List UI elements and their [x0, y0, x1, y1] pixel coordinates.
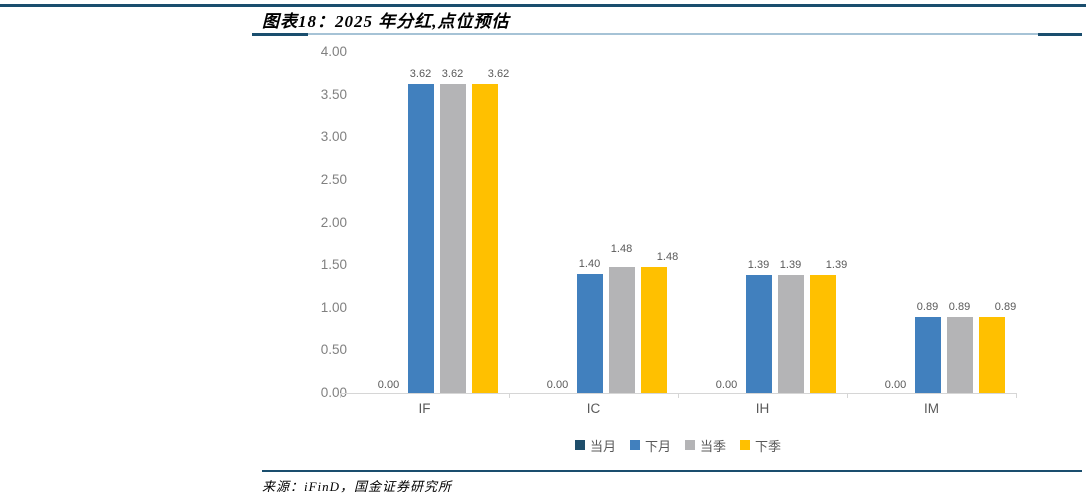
- legend-item-下月: 下月: [629, 436, 671, 455]
- bottom-divider: [262, 470, 1082, 472]
- bar-下月-IF: [407, 84, 434, 393]
- chart-title: 图表18：2025 年分红,点位预估: [262, 12, 510, 31]
- bar-当季-IF: [439, 84, 466, 393]
- legend-swatch-icon: [740, 440, 751, 450]
- x-axis-tick: [509, 393, 510, 398]
- y-axis-labels: 0.00 0.50 1.00 1.50 2.00 2.50 3.00 3.50 4.00: [295, 0, 347, 420]
- y-tick-label: 3.00: [320, 129, 347, 145]
- legend-label: 当月: [589, 438, 616, 454]
- bar-当季-IH: [777, 274, 804, 393]
- bar-下季-IF: [471, 84, 498, 393]
- bar-value-label: 1.48: [656, 250, 679, 263]
- bar-value-label: 0.00: [377, 379, 400, 391]
- plot-area: 0.00 3.62 3.62 3.62 IF 0.00 1.40 1.48 1.48 IC 0.00…: [340, 52, 1017, 416]
- y-tick-label: 1.50: [320, 257, 347, 273]
- y-tick-label: 0.50: [320, 342, 347, 358]
- y-tick-label: 1.00: [320, 299, 347, 315]
- chart-legend: 当月 下月 当季 下季: [340, 436, 1016, 454]
- x-category-label-IM: IM: [924, 401, 939, 416]
- bar-当季-IM: [946, 317, 973, 393]
- source-note: 来源：iFinD，国金证券研究所: [262, 479, 453, 494]
- bar-下月-IC: [576, 273, 603, 393]
- bar-value-label: 3.62: [441, 68, 464, 81]
- bar-value-label: 1.39: [825, 258, 848, 271]
- bar-下月-IM: [914, 317, 941, 393]
- bar-value-label: 3.62: [487, 68, 510, 81]
- bar-value-label: 0.89: [948, 301, 971, 314]
- bar-value-label: 1.48: [610, 242, 633, 255]
- legend-swatch-icon: [574, 440, 585, 450]
- legend-item-下季: 下季: [740, 436, 781, 455]
- legend-item-当月: 当月: [574, 436, 616, 455]
- legend-label: 当季: [700, 438, 727, 454]
- bar-value-label: 0.00: [884, 379, 907, 391]
- legend-swatch-icon: [629, 440, 640, 450]
- y-tick-label: 3.50: [320, 86, 347, 102]
- bar-下月-IH: [745, 274, 772, 393]
- bar-value-label: 1.39: [747, 258, 770, 271]
- title-underline-light: [252, 33, 1082, 35]
- y-tick-label: 2.00: [320, 214, 347, 230]
- y-tick-label: 4.00: [320, 44, 347, 59]
- x-category-label-IH: IH: [755, 401, 770, 416]
- legend-swatch-icon: [685, 440, 695, 450]
- title-underline: [252, 33, 1082, 36]
- bar-value-label: 0.00: [546, 379, 569, 391]
- x-axis-tick: [1016, 393, 1017, 398]
- legend-item-当季: 当季: [685, 436, 726, 455]
- bar-value-label: 0.89: [994, 301, 1017, 314]
- x-axis-tick: [847, 393, 848, 398]
- bar-下季-IH: [809, 274, 836, 393]
- x-category-label-IF: IF: [418, 401, 431, 416]
- y-tick-label: 2.50: [320, 171, 347, 187]
- bar-value-label: 0.00: [715, 379, 738, 391]
- bar-value-label: 1.39: [779, 258, 802, 271]
- bar-value-label: 0.89: [916, 301, 939, 314]
- title-underline-dark-left: [252, 33, 308, 36]
- x-category-label-IC: IC: [586, 401, 601, 416]
- legend-label: 下季: [755, 438, 782, 454]
- legend-label: 下月: [644, 438, 671, 454]
- x-axis-tick: [678, 393, 679, 398]
- bar-下季-IM: [978, 317, 1005, 393]
- bar-下季-IC: [640, 266, 667, 393]
- bar-当季-IC: [608, 266, 635, 393]
- bar-value-label: 1.40: [578, 257, 601, 270]
- top-divider: [0, 4, 1086, 7]
- x-axis-tick: [340, 393, 341, 398]
- bar-value-label: 3.62: [409, 68, 432, 81]
- title-underline-dark-right: [1038, 33, 1082, 36]
